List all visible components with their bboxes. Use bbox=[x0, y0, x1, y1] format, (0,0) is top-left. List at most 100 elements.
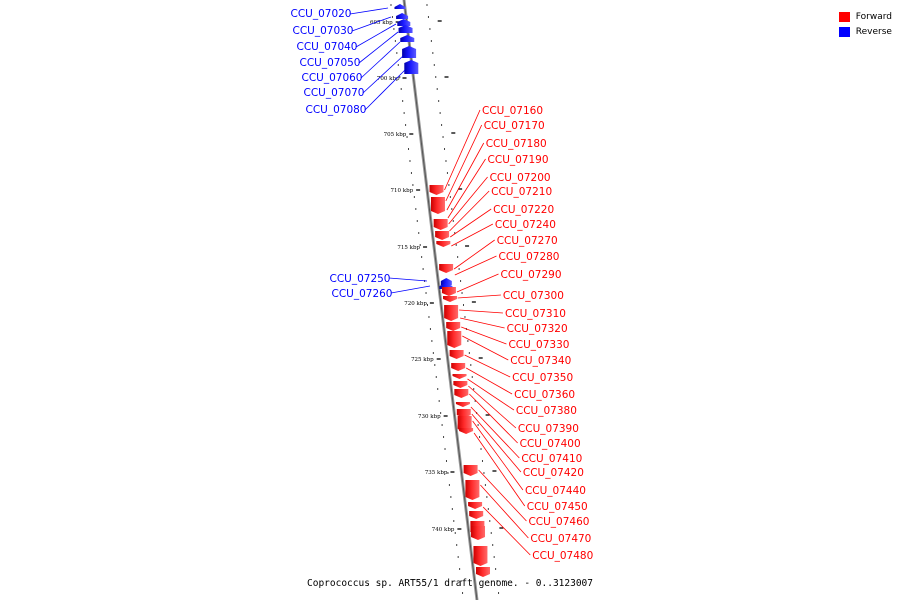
reverse-gene-label[interactable]: CCU_07040 bbox=[296, 41, 357, 53]
forward-gene-label[interactable]: CCU_07220 bbox=[493, 204, 554, 216]
forward-gene-label[interactable]: CCU_07350 bbox=[512, 372, 573, 384]
guide-dot bbox=[441, 124, 443, 126]
forward-gene-feature[interactable] bbox=[452, 374, 467, 379]
guide-dot bbox=[426, 304, 428, 306]
guide-dot bbox=[461, 292, 463, 294]
forward-gene-feature[interactable] bbox=[449, 350, 464, 359]
guide-dot bbox=[418, 232, 420, 234]
guide-dot bbox=[409, 160, 411, 162]
forward-leader-line bbox=[473, 432, 526, 507]
guide-dot bbox=[434, 364, 436, 366]
forward-gene-feature[interactable] bbox=[453, 381, 468, 388]
forward-gene-label[interactable]: CCU_07180 bbox=[486, 138, 547, 150]
guide-dot bbox=[484, 484, 486, 486]
forward-gene-label[interactable]: CCU_07440 bbox=[525, 485, 586, 497]
forward-leader-line bbox=[468, 385, 517, 429]
guide-dot bbox=[498, 592, 500, 594]
forward-gene-feature[interactable] bbox=[473, 546, 488, 566]
reverse-gene-label[interactable]: CCU_07030 bbox=[292, 25, 353, 37]
guide-dot bbox=[445, 160, 447, 162]
forward-gene-feature[interactable] bbox=[463, 465, 478, 476]
forward-gene-feature[interactable] bbox=[455, 402, 470, 407]
guide-dot bbox=[477, 424, 479, 426]
forward-gene-label[interactable]: CCU_07380 bbox=[516, 405, 577, 417]
genome-caption: Coprococcus sp. ART55/1 draft genome. - … bbox=[307, 578, 593, 589]
forward-gene-label[interactable]: CCU_07410 bbox=[521, 453, 582, 465]
reverse-gene-feature[interactable] bbox=[440, 278, 452, 285]
forward-gene-feature[interactable] bbox=[430, 197, 445, 214]
forward-gene-label[interactable]: CCU_07290 bbox=[501, 269, 562, 281]
forward-gene-label[interactable]: CCU_07300 bbox=[503, 290, 564, 302]
forward-gene-feature[interactable] bbox=[456, 409, 471, 418]
forward-gene-label[interactable]: CCU_07420 bbox=[523, 467, 584, 479]
forward-gene-feature[interactable] bbox=[436, 241, 451, 247]
guide-dot bbox=[452, 220, 454, 222]
forward-gene-feature[interactable] bbox=[446, 322, 461, 331]
forward-gene-label[interactable]: CCU_07280 bbox=[498, 251, 559, 263]
legend-forward: Forward bbox=[838, 9, 892, 24]
forward-gene-feature[interactable] bbox=[433, 219, 448, 230]
forward-gene-feature[interactable] bbox=[476, 567, 491, 577]
forward-gene-feature[interactable] bbox=[465, 480, 480, 500]
reverse-gene-label[interactable]: CCU_07080 bbox=[305, 104, 366, 116]
reverse-gene-feature[interactable] bbox=[397, 19, 411, 26]
reverse-gene-feature[interactable] bbox=[396, 13, 409, 19]
reverse-gene-label[interactable]: CCU_07250 bbox=[329, 273, 390, 285]
guide-dot bbox=[396, 52, 398, 54]
reverse-gene-feature[interactable] bbox=[394, 4, 406, 9]
forward-gene-label[interactable]: CCU_07200 bbox=[490, 172, 551, 184]
guide-dot bbox=[481, 460, 483, 462]
legend-reverse: Reverse bbox=[838, 24, 892, 39]
guide-dot bbox=[413, 196, 415, 198]
reverse-gene-label[interactable]: CCU_07070 bbox=[303, 87, 364, 99]
guide-dot bbox=[470, 364, 472, 366]
forward-gene-label[interactable]: CCU_07190 bbox=[488, 154, 549, 166]
guide-dot bbox=[446, 172, 448, 174]
forward-gene-feature[interactable] bbox=[429, 185, 444, 195]
forward-gene-label[interactable]: CCU_07340 bbox=[510, 355, 571, 367]
forward-gene-label[interactable]: CCU_07400 bbox=[520, 438, 581, 450]
forward-gene-label[interactable]: CCU_07240 bbox=[495, 219, 556, 231]
guide-dot bbox=[493, 556, 495, 558]
forward-gene-feature[interactable] bbox=[443, 296, 458, 302]
forward-gene-feature[interactable] bbox=[439, 264, 454, 273]
forward-gene-feature[interactable] bbox=[447, 331, 462, 348]
forward-gene-label[interactable]: CCU_07170 bbox=[484, 120, 545, 132]
forward-gene-label[interactable]: CCU_07360 bbox=[514, 389, 575, 401]
reverse-gene-label[interactable]: CCU_07060 bbox=[301, 72, 362, 84]
forward-gene-label[interactable]: CCU_07210 bbox=[491, 186, 552, 198]
reverse-gene-label[interactable]: CCU_07050 bbox=[299, 57, 360, 69]
guide-dot bbox=[429, 28, 431, 30]
forward-swatch bbox=[838, 11, 850, 22]
forward-gene-label[interactable]: CCU_07270 bbox=[497, 235, 558, 247]
forward-gene-feature[interactable] bbox=[441, 287, 456, 296]
forward-gene-label[interactable]: CCU_07390 bbox=[518, 423, 579, 435]
forward-gene-label[interactable]: CCU_07460 bbox=[528, 516, 589, 528]
forward-gene-feature[interactable] bbox=[454, 389, 469, 398]
guide-dot bbox=[393, 28, 395, 30]
forward-gene-label[interactable]: CCU_07330 bbox=[508, 339, 569, 351]
reverse-gene-feature[interactable] bbox=[404, 60, 419, 74]
forward-gene-label[interactable]: CCU_07480 bbox=[532, 550, 593, 562]
reverse-gene-label[interactable]: CCU_07020 bbox=[290, 8, 351, 20]
forward-gene-feature[interactable] bbox=[459, 428, 474, 434]
reverse-gene-label[interactable]: CCU_07260 bbox=[331, 288, 392, 300]
forward-gene-feature[interactable] bbox=[451, 363, 466, 371]
forward-gene-feature[interactable] bbox=[469, 511, 484, 519]
reverse-gene-feature[interactable] bbox=[398, 25, 413, 33]
forward-gene-label[interactable]: CCU_07310 bbox=[505, 308, 566, 320]
forward-gene-label[interactable]: CCU_07470 bbox=[530, 533, 591, 545]
forward-gene-feature[interactable] bbox=[435, 231, 450, 240]
reverse-gene-feature[interactable] bbox=[402, 46, 417, 58]
forward-gene-label[interactable]: CCU_07320 bbox=[507, 323, 568, 335]
forward-leader-line bbox=[467, 378, 515, 411]
forward-gene-feature[interactable] bbox=[468, 502, 483, 509]
reverse-gene-feature[interactable] bbox=[400, 35, 415, 42]
legend-reverse-label: Reverse bbox=[855, 26, 892, 37]
forward-leader-line bbox=[459, 309, 503, 314]
forward-gene-label[interactable]: CCU_07160 bbox=[482, 105, 543, 117]
forward-gene-feature[interactable] bbox=[471, 526, 486, 540]
forward-gene-label[interactable]: CCU_07450 bbox=[527, 501, 588, 513]
guide-dot bbox=[397, 64, 399, 66]
forward-gene-feature[interactable] bbox=[444, 305, 459, 321]
